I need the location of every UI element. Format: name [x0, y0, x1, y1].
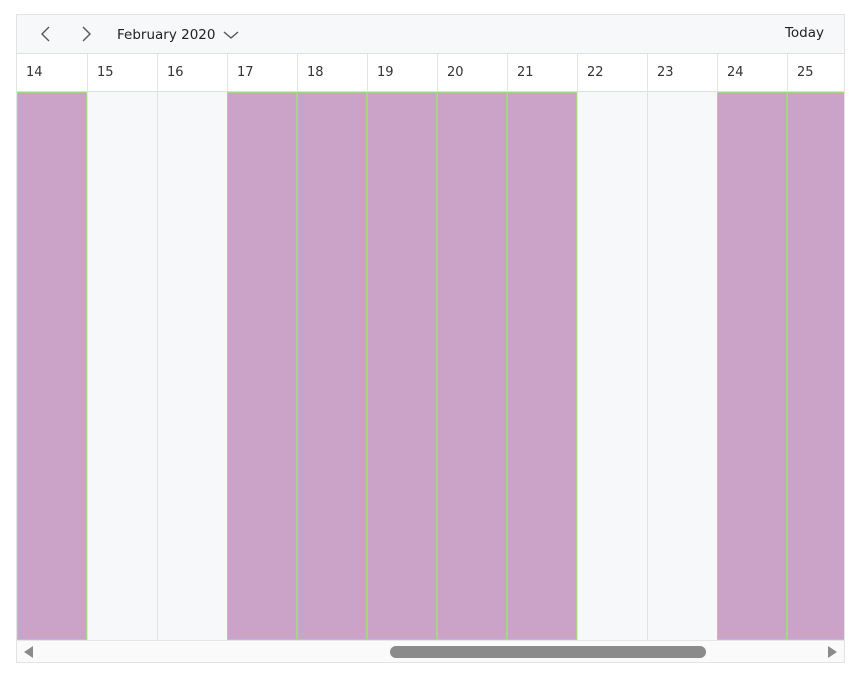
previous-button[interactable] [35, 23, 57, 45]
month-picker[interactable]: February 2020 [117, 24, 239, 46]
appointment-block[interactable] [717, 92, 787, 640]
appointment-block[interactable] [367, 92, 437, 640]
day-header-label: 23 [647, 54, 717, 92]
chevron-down-icon [224, 31, 239, 39]
horizontal-scrollbar[interactable] [17, 640, 844, 662]
appointment-block[interactable] [437, 92, 507, 640]
next-button[interactable] [75, 23, 97, 45]
day-header-label: 22 [577, 54, 647, 92]
appointment-block[interactable] [17, 92, 87, 640]
day-header-label: 21 [507, 54, 577, 92]
appointment-block[interactable] [227, 92, 297, 640]
appointment-block[interactable] [507, 92, 577, 640]
day-cell[interactable] [577, 92, 647, 640]
chevron-right-icon [82, 26, 91, 42]
scheduler-toolbar: February 2020 Today [17, 15, 844, 54]
day-header-label: 15 [87, 54, 157, 92]
today-button[interactable]: Today [784, 25, 824, 41]
scroll-right-arrow-icon[interactable] [826, 646, 838, 658]
day-header-label: 19 [367, 54, 437, 92]
timeline-scheduler: February 2020 Today 14 15 16 17 18 19 20 21 22 23… [16, 14, 845, 663]
day-header-label: 14 [26, 65, 43, 80]
day-header-label: 16 [157, 54, 227, 92]
chevron-left-icon [41, 26, 50, 42]
scrollbar-thumb[interactable] [390, 646, 706, 658]
day-header-label: 20 [437, 54, 507, 92]
day-header-label: 25 [787, 54, 857, 92]
day-header-label: 18 [297, 54, 367, 92]
day-header-row: 14 15 16 17 18 19 20 21 22 23 24 25 [17, 54, 844, 92]
day-cell[interactable] [157, 92, 227, 640]
scroll-left-arrow-icon[interactable] [23, 646, 35, 658]
day-cell[interactable] [647, 92, 717, 640]
appointment-block[interactable] [787, 92, 844, 640]
month-label: February 2020 [117, 27, 216, 43]
day-cell[interactable] [87, 92, 157, 640]
appointment-block[interactable] [297, 92, 367, 640]
day-header-label: 24 [717, 54, 787, 92]
timeline-body [17, 92, 844, 640]
day-header-label: 17 [227, 54, 297, 92]
